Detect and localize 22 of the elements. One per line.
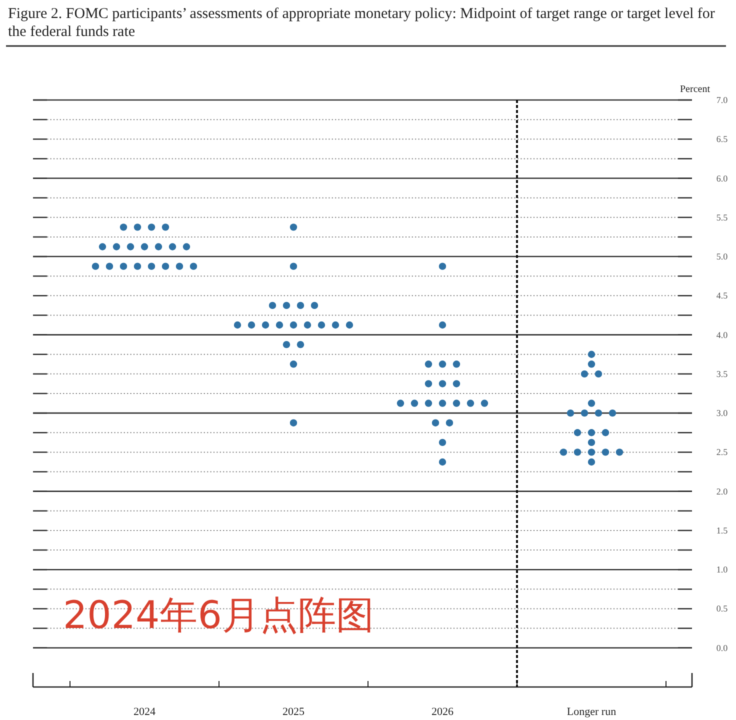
y-tick-label: 3.0 (716, 408, 728, 418)
x-tick-label: 2025 (282, 706, 305, 718)
y-tick-label: 6.0 (716, 173, 728, 184)
x-tick-label: 2024 (134, 706, 156, 718)
chart-title: Figure 2. FOMC participants’ assessments of appropriate monetary policy: Midpoint of target range or target level for the federal funds rate (8, 6, 715, 40)
y-tick-label: 4.0 (716, 330, 728, 340)
x-tick-label: Longer run (566, 706, 617, 718)
y-tick-label: 1.0 (716, 564, 728, 575)
y-tick-label: 4.5 (716, 290, 728, 301)
y-tick-label: 2.5 (716, 447, 728, 458)
y-axis-title: Percent (680, 84, 710, 95)
y-tick-label: 0.5 (716, 604, 728, 614)
y-tick-label: 7.0 (716, 95, 728, 105)
y-tick-label: 5.5 (716, 212, 728, 222)
y-tick-label: 3.5 (716, 368, 728, 379)
x-tick-label: 2026 (432, 706, 454, 718)
y-tick-label: 6.5 (716, 134, 728, 144)
y-tick-label: 5.0 (716, 252, 728, 262)
y-tick-label: 1.5 (716, 525, 728, 536)
annotation: 2024年6月点阵图 (63, 593, 374, 637)
y-tick-label: 2.0 (716, 486, 728, 496)
y-tick-label: 0.0 (716, 642, 728, 653)
